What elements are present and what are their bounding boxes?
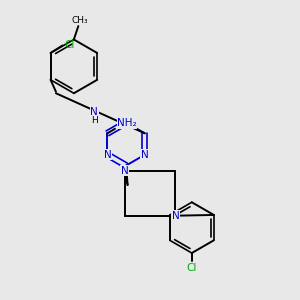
Text: CH₃: CH₃ — [71, 16, 88, 25]
Text: Cl: Cl — [64, 40, 75, 50]
Text: N: N — [91, 107, 98, 117]
Text: Cl: Cl — [187, 263, 197, 273]
Text: NH₂: NH₂ — [117, 118, 137, 128]
Text: N: N — [141, 150, 148, 160]
Text: H: H — [91, 116, 98, 125]
Text: N: N — [122, 118, 130, 128]
Text: N: N — [121, 166, 128, 176]
Text: N: N — [103, 150, 111, 160]
Text: N: N — [172, 211, 179, 221]
